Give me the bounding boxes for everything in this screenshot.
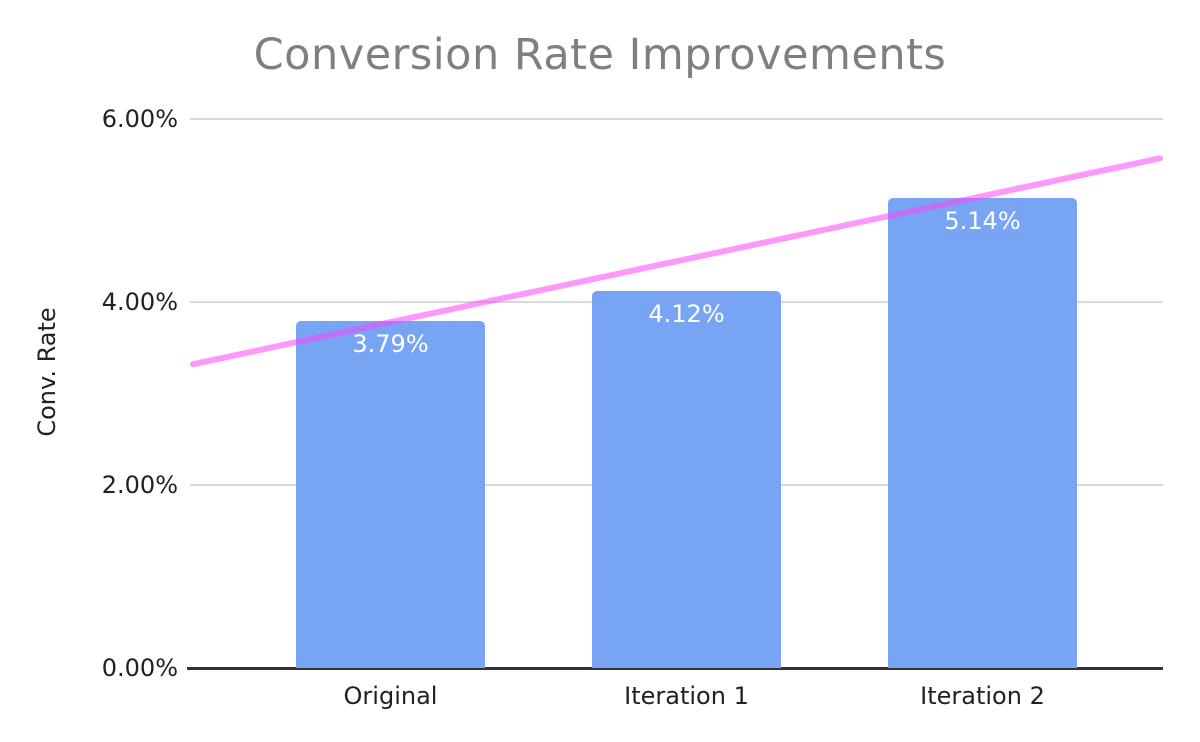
bar-value-label: 3.79% [352, 330, 429, 359]
y-axis-tick-label: 4.00% [101, 288, 178, 316]
bar-iteration-1 [592, 291, 781, 668]
y-axis-tick-label: 6.00% [101, 105, 178, 133]
y-axis-tick-label: 2.00% [101, 471, 178, 499]
y-axis-title: Conv. Rate [33, 307, 61, 437]
bar-value-label: 5.14% [944, 206, 1021, 235]
chart-title: Conversion Rate Improvements [253, 30, 947, 80]
bar-iteration-2 [888, 197, 1077, 668]
x-axis-tick-label: Iteration 2 [920, 682, 1045, 710]
x-axis-tick-label: Original [343, 682, 438, 710]
x-axis-line [187, 667, 1163, 670]
y-axis-tick-label: 0.00% [101, 654, 178, 682]
gridline [190, 118, 1163, 120]
bar-original [296, 321, 485, 668]
bar-value-label: 4.12% [648, 300, 725, 329]
x-axis-tick-label: Iteration 1 [624, 682, 749, 710]
